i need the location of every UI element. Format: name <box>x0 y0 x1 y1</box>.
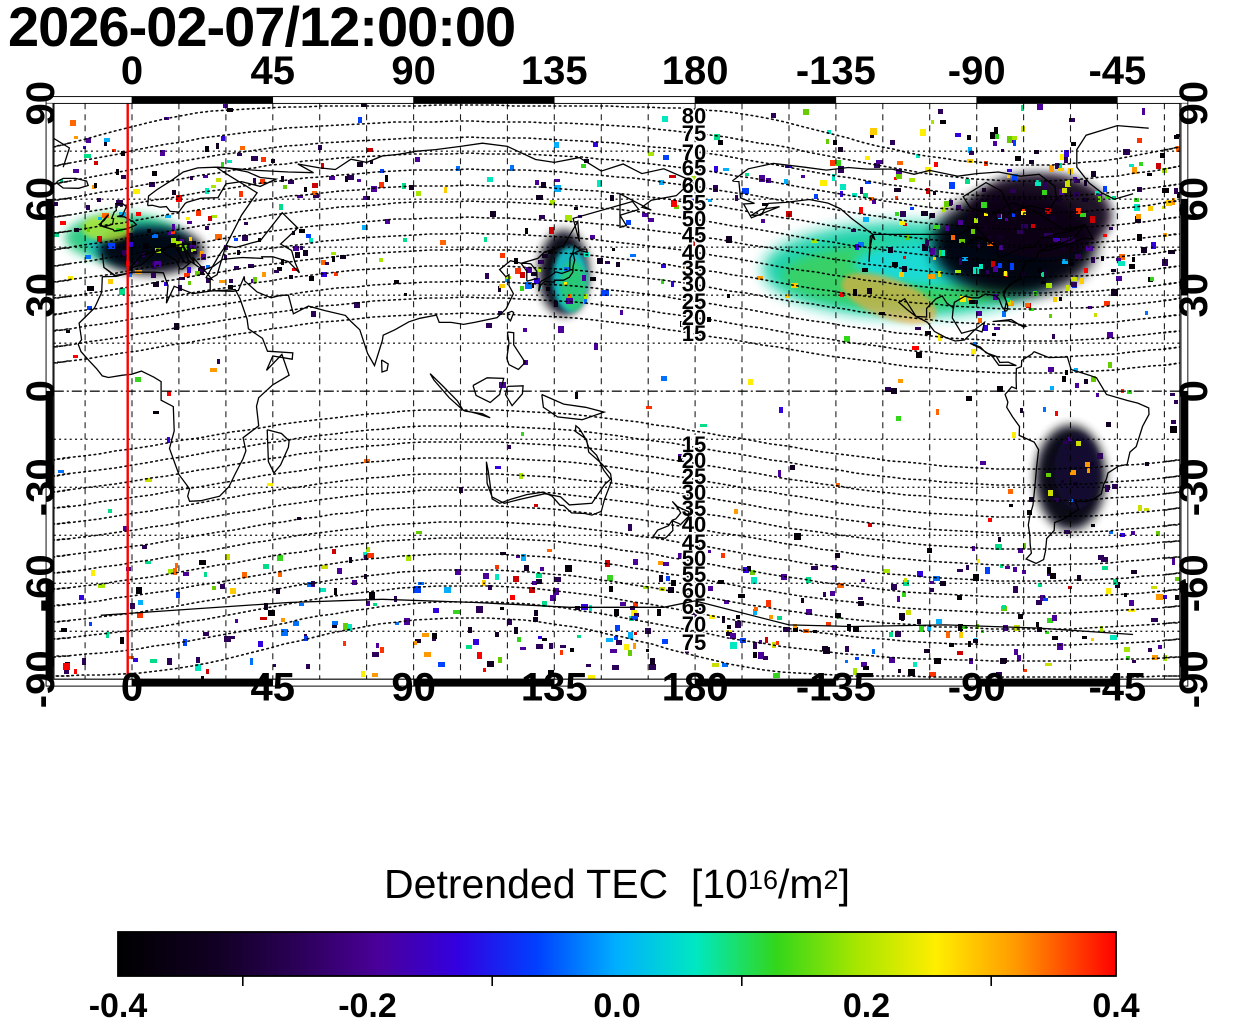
svg-text:30: 30 <box>1172 273 1216 318</box>
svg-text:0.2: 0.2 <box>843 987 890 1024</box>
svg-text:-90: -90 <box>1172 650 1216 708</box>
svg-text:0.4: 0.4 <box>1092 987 1139 1024</box>
svg-text:30: 30 <box>19 273 63 318</box>
svg-text:0: 0 <box>19 380 63 402</box>
svg-text:-90: -90 <box>19 650 63 708</box>
svg-text:0: 0 <box>121 49 143 93</box>
svg-text:0.0: 0.0 <box>593 987 640 1024</box>
svg-text:180: 180 <box>662 49 729 93</box>
svg-text:-60: -60 <box>1172 554 1216 612</box>
svg-text:75: 75 <box>682 630 706 655</box>
svg-text:90: 90 <box>391 666 436 710</box>
svg-text:60: 60 <box>1172 177 1216 222</box>
svg-text:180: 180 <box>662 666 729 710</box>
svg-text:60: 60 <box>19 177 63 222</box>
svg-text:90: 90 <box>391 49 436 93</box>
svg-text:90: 90 <box>1172 81 1216 126</box>
svg-text:-135: -135 <box>796 666 876 710</box>
svg-text:0: 0 <box>121 666 143 710</box>
svg-text:15: 15 <box>682 321 706 346</box>
svg-text:45: 45 <box>251 49 296 93</box>
svg-text:135: 135 <box>521 666 588 710</box>
svg-text:-30: -30 <box>1172 458 1216 516</box>
svg-text:-135: -135 <box>796 49 876 93</box>
svg-text:135: 135 <box>521 49 588 93</box>
svg-text:-90: -90 <box>948 49 1006 93</box>
svg-text:-60: -60 <box>19 554 63 612</box>
svg-text:45: 45 <box>251 666 296 710</box>
svg-text:-0.2: -0.2 <box>338 987 397 1024</box>
svg-text:0: 0 <box>1172 380 1216 402</box>
svg-text:Detrended TEC [1016/m2]: Detrended TEC [1016/m2] <box>384 861 850 907</box>
svg-text:-30: -30 <box>19 458 63 516</box>
svg-text:-45: -45 <box>1088 49 1146 93</box>
svg-text:-90: -90 <box>948 666 1006 710</box>
svg-text:90: 90 <box>19 81 63 126</box>
svg-text:-0.4: -0.4 <box>89 987 148 1024</box>
svg-text:-45: -45 <box>1088 666 1146 710</box>
